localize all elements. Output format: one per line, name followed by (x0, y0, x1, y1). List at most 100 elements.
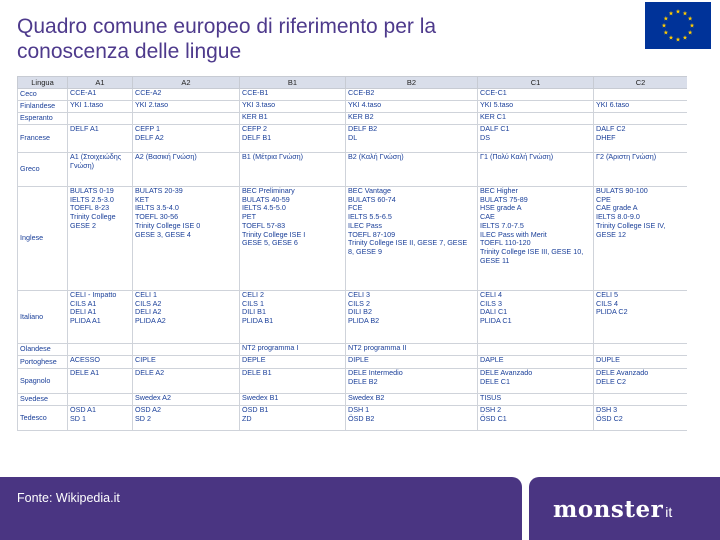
certificate-cell: CCE-C1 (477, 88, 594, 101)
certificate-cell (132, 343, 240, 356)
column-header: C1 (477, 76, 594, 89)
certificate-cell: DALF C2 DHEF (593, 124, 687, 153)
certificate-cell: CELI - Impatto CILS A1 DELI A1 PLIDA A1 (67, 290, 133, 344)
certificate-cell: B2 (Καλή Γνώση) (345, 152, 478, 187)
table-row: Spagnolo DELE A1 DELE A2 DELE B1 DELE Interm… (17, 368, 687, 394)
table-row: Greco A1 (Στοιχειώδης Γνώση) A2 (Βασική Γν… (17, 152, 687, 187)
flag-star (675, 9, 681, 14)
flag-star (689, 23, 695, 28)
certificate-cell: YKI 5.taso (477, 100, 594, 113)
certificate-cell: BEC Higher BULATS 75-89 HSE grade A CAE … (477, 186, 594, 291)
certificate-cell: DELE B1 (239, 368, 346, 394)
certificate-cell: DAPLE (477, 355, 594, 369)
certificate-cell (593, 88, 687, 101)
eu-flag-icon (645, 2, 711, 49)
flag-star (675, 37, 681, 42)
certificate-cell: Swedex B2 (345, 393, 478, 406)
certificate-cell: KER B2 (345, 112, 478, 125)
certificate-cell: YKI 3.taso (239, 100, 346, 113)
cefr-table: Lingua A1 A2 B1 B2 C1 C2 Ceco CCE-A1 CCE-A2 CCE-B… (17, 76, 687, 431)
certificate-cell: NT2 programma II (345, 343, 478, 356)
certificate-cell: A2 (Βασική Γνώση) (132, 152, 240, 187)
flag-star (687, 16, 693, 21)
table-row: Esperanto KER B1 KER B2 KER C1 (17, 112, 687, 125)
flag-star (682, 35, 688, 40)
language-cell: Olandese (17, 343, 68, 356)
certificate-cell (67, 343, 133, 356)
table-row: Ceco CCE-A1 CCE-A2 CCE-B1 CCE-B2 CCE-C1 (17, 88, 687, 101)
title-line-1: Quadro comune europeo di riferimento per… (17, 15, 437, 38)
footer-bar: Fonte: Wikipedia.it (0, 477, 522, 540)
certificate-cell: Γ1 (Πολύ Καλή Γνώση) (477, 152, 594, 187)
certificate-cell: ACESSO (67, 355, 133, 369)
language-cell: Italiano (17, 290, 68, 344)
table-row: Inglese BULATS 0-19 IELTS 2.5-3.0 TOEFL 8… (17, 186, 687, 291)
certificate-cell: DIPLE (345, 355, 478, 369)
certificate-cell: TISUS (477, 393, 594, 406)
table-row: Olandese NT2 programma I NT2 programma II (17, 343, 687, 356)
certificate-cell: KER B1 (239, 112, 346, 125)
column-header: B1 (239, 76, 346, 89)
language-cell: Svedese (17, 393, 68, 406)
certificate-cell: A1 (Στοιχειώδης Γνώση) (67, 152, 133, 187)
certificate-cell: Γ2 (Άριστη Γνώση) (593, 152, 687, 187)
column-header: Lingua (17, 76, 68, 89)
certificate-cell: DALF C1 DS (477, 124, 594, 153)
language-cell: Inglese (17, 186, 68, 291)
language-cell: Spagnolo (17, 368, 68, 394)
certificate-cell: DELE Intermedio DELE B2 (345, 368, 478, 394)
certificate-cell: DSH 1 ÖSD B2 (345, 405, 478, 431)
column-header: B2 (345, 76, 478, 89)
table-header-row: Lingua A1 A2 B1 B2 C1 C2 (17, 76, 687, 89)
table-row: Tedesco ÖSD A1 SD 1 ÖSD A2 SD 2 ÖSD B1 ZD DS… (17, 405, 687, 431)
certificate-cell: CELI 2 CILS 1 DILI B1 PLIDA B1 (239, 290, 346, 344)
table-row: Francese DELF A1 CEFP 1 DELF A2 CEFP 2 DELF… (17, 124, 687, 153)
certificate-cell: BULATS 90-100 CPE CAE grade A IELTS 8.0-… (593, 186, 687, 291)
flag-star (682, 10, 688, 16)
certificate-cell: DSH 2 ÖSD C1 (477, 405, 594, 431)
certificate-cell: Swedex A2 (132, 393, 240, 406)
certificate-cell: YKI 2.taso (132, 100, 240, 113)
certificate-cell: BULATS 0-19 IELTS 2.5-3.0 TOEFL 8-23 Tri… (67, 186, 133, 291)
certificate-cell: YKI 6.taso (593, 100, 687, 113)
certificate-cell (132, 112, 240, 125)
certificate-cell (593, 393, 687, 406)
language-cell: Tedesco (17, 405, 68, 431)
certificate-cell: YKI 4.taso (345, 100, 478, 113)
language-cell: Ceco (17, 88, 68, 101)
certificate-cell: DELE A2 (132, 368, 240, 394)
source-note: Fonte: Wikipedia.it (17, 491, 120, 505)
certificate-cell: CELI 5 CILS 4 PLIDA C2 (593, 290, 687, 344)
flag-star (663, 30, 669, 35)
title-line-2: conoscenza delle lingue (17, 40, 242, 63)
certificate-cell (477, 343, 594, 356)
certificate-cell: DELE Avanzado DELE C2 (593, 368, 687, 394)
table-row: Portoghese ACESSO CIPLE DEPLE DIPLE DAPLE DUPL… (17, 355, 687, 369)
certificate-cell: ÖSD B1 ZD (239, 405, 346, 431)
page-title: Quadro comune europeo di riferimento per… (17, 14, 617, 64)
certificate-cell: NT2 programma I (239, 343, 346, 356)
certificate-cell: BULATS 20-39 KET IELTS 3.5-4.0 TOEFL 30-… (132, 186, 240, 291)
certificate-cell (593, 343, 687, 356)
flag-star (661, 23, 667, 28)
column-header: A2 (132, 76, 240, 89)
certificate-cell: ÖSD A2 SD 2 (132, 405, 240, 431)
certificate-cell: DELF A1 (67, 124, 133, 153)
certificate-cell (593, 112, 687, 125)
certificate-cell: BEC Preliminary BULATS 40-59 IELTS 4.5-5… (239, 186, 346, 291)
certificate-cell: DSH 3 ÖSD C2 (593, 405, 687, 431)
certificate-cell: CELI 1 CILS A2 DELI A2 PLIDA A2 (132, 290, 240, 344)
certificate-cell (67, 112, 133, 125)
monster-logo: monster it (553, 496, 672, 523)
certificate-cell: DELF B2 DL (345, 124, 478, 153)
column-header: C2 (593, 76, 687, 89)
certificate-cell: CELI 4 CILS 3 DALI C1 PLIDA C1 (477, 290, 594, 344)
table-row: Svedese Swedex A2 Swedex B1 Swedex B2 TISUS (17, 393, 687, 406)
certificate-cell: DELE A1 (67, 368, 133, 394)
logo-suffix: it (665, 504, 673, 520)
certificate-cell: CCE-A2 (132, 88, 240, 101)
language-cell: Esperanto (17, 112, 68, 125)
certificate-cell: CIPLE (132, 355, 240, 369)
flag-star (687, 30, 693, 35)
certificate-cell: CCE-B2 (345, 88, 478, 101)
